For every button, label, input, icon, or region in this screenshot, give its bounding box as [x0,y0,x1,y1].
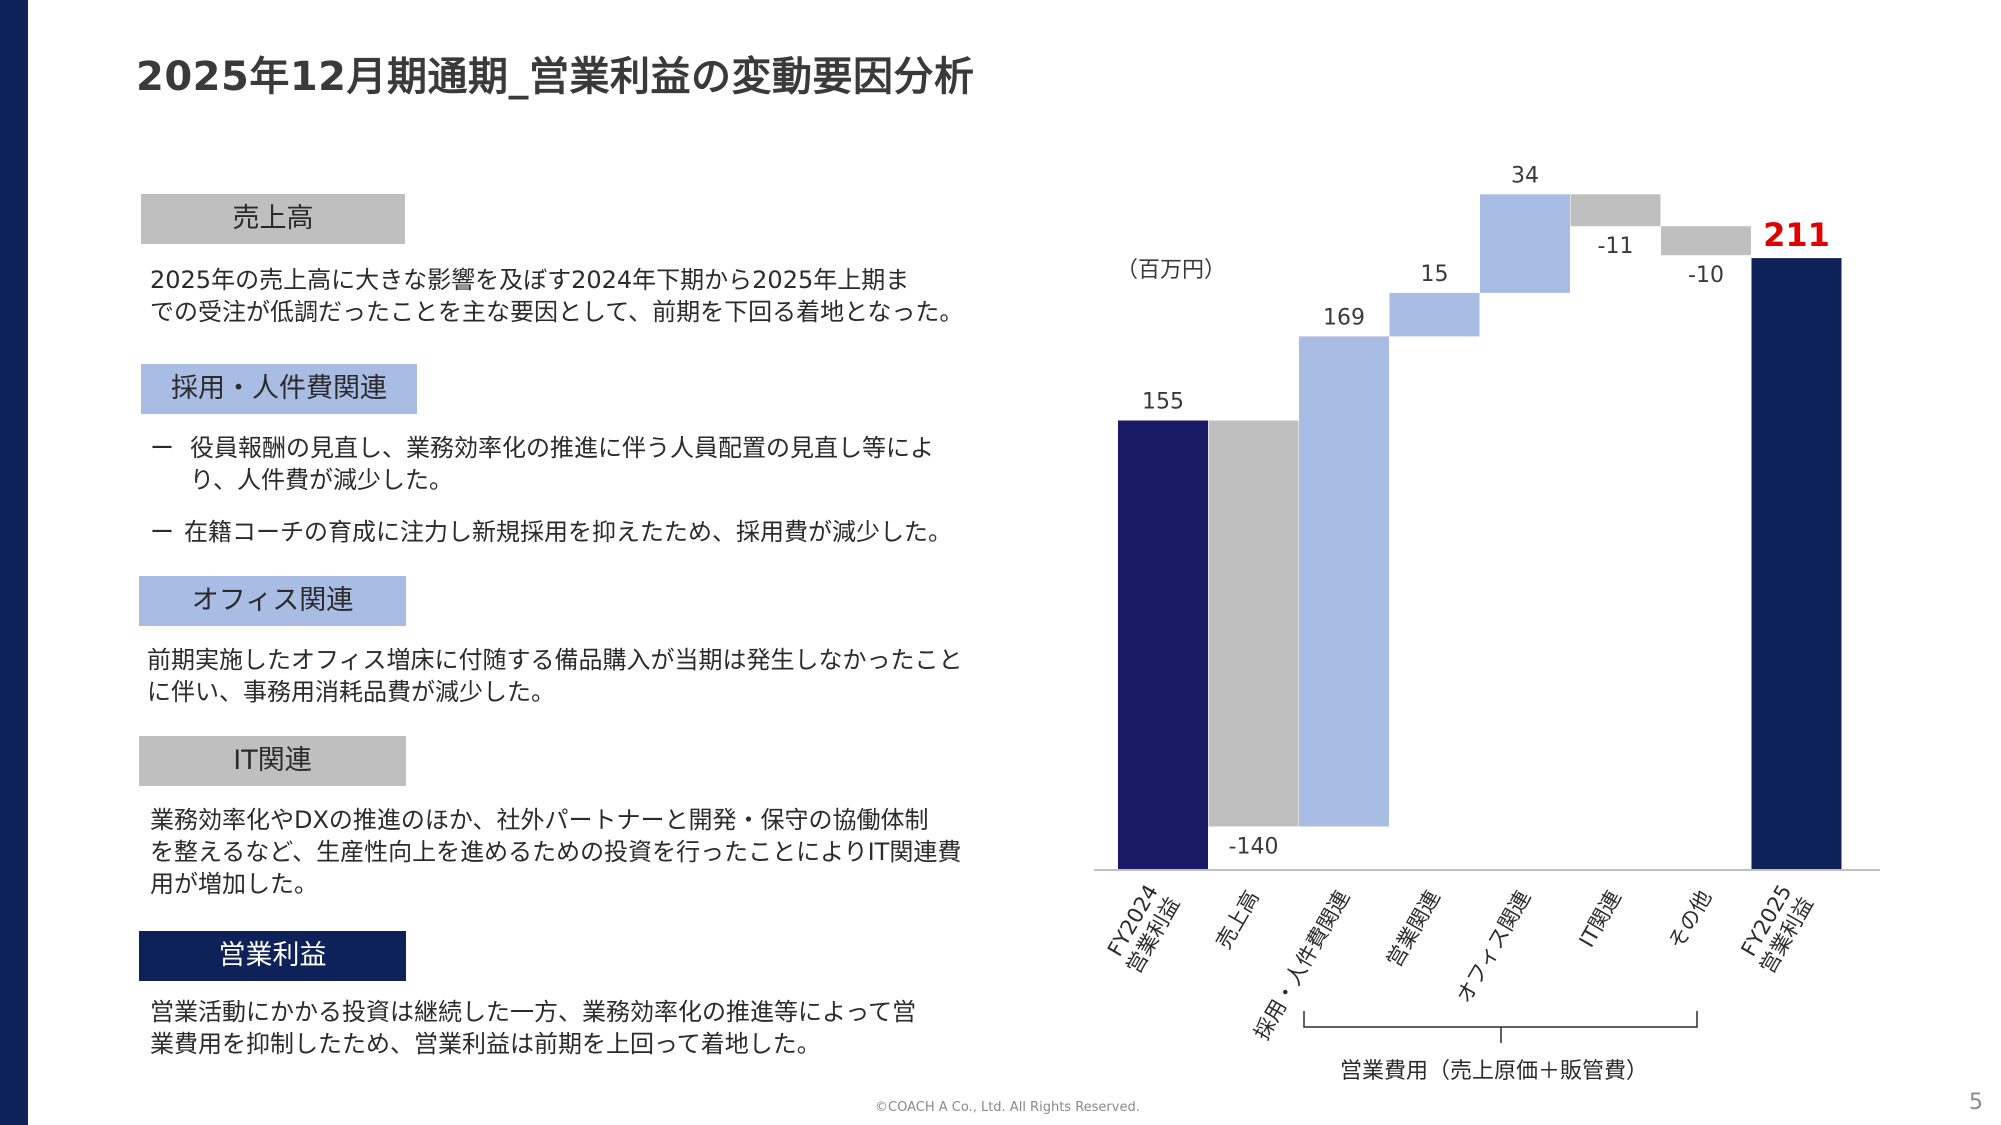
office-line-2: に伴い、事務用消耗品費が減少した。 [147,678,555,706]
chart-bar [1208,420,1299,827]
chart-category-label-line: IT関連 [1575,887,1626,952]
chart-value-label: -140 [1229,835,1279,860]
chart-bar [1299,336,1389,827]
profit-description: 営業活動にかかる投資は継続した一方、業務効率化の推進等によって営 業費用を抑制し… [150,996,970,1060]
page-number: 5 [1969,1090,1983,1115]
left-accent-bar [0,0,28,1125]
expense-bracket-label: 営業費用（売上原価＋販管費） [1340,1059,1648,1084]
chart-bar [1570,194,1661,227]
personnel-bullet-2: ー 在籍コーチの育成に注力し新規採用を抑えたため、採用費が減少した。 [150,516,970,548]
it-line-1: 業務効率化やDXの推進のほか、社外パートナーと開発・保守の協働体制 [150,806,929,834]
personnel-bullet-1-text: 役員報酬の見直し、業務効率化の推進に伴う人員配置の見直し等により、人件費が減少し… [190,434,934,494]
chart-category-label: その他 [1664,887,1716,954]
chart-bar [1480,194,1570,293]
chart-category-label: 売上高 [1212,887,1264,954]
chart-category-label: オフィス関連 [1452,887,1536,1008]
copyright-footer: ©COACH A Co., Ltd. All Rights Reserved. [875,1100,1140,1115]
chart-bar [1389,292,1480,337]
office-line-1: 前期実施したオフィス増床に付随する備品購入が当期は発生しなかったこと [147,646,963,674]
chart-category-label: FY2025営業利益 [1734,881,1818,978]
chart-category-label: FY2024営業利益 [1100,881,1184,978]
section-heading-office: オフィス関連 [139,576,406,626]
chart-category-label: 営業関連 [1382,887,1445,972]
personnel-bullet-2-text: 在籍コーチの育成に注力し新規採用を抑えたため、採用費が減少した。 [184,518,952,546]
section-heading-sales: 売上高 [141,194,405,244]
chart-value-label: 155 [1142,390,1184,415]
section-heading-personnel: 採用・人件費関連 [141,364,417,414]
it-description: 業務効率化やDXの推進のほか、社外パートナーと開発・保守の協働体制 を整えるなど… [150,804,970,900]
bullet-dash: ー [150,434,174,462]
section-heading-it: IT関連 [139,736,406,786]
chart-category-label: IT関連 [1575,887,1626,952]
profit-line-1: 営業活動にかかる投資は継続した一方、業務効率化の推進等によって営 [150,998,917,1026]
chart-value-label: 34 [1511,163,1539,188]
sales-line-1: 2025年の売上高に大きな影響を及ぼす2024年下期から2025年上期ま [150,266,910,294]
office-description: 前期実施したオフィス増床に付随する備品購入が当期は発生しなかったこと に伴い、事… [147,644,967,708]
chart-category-label-line: 採用・人件費関連 [1250,887,1355,1044]
chart-category-label-line: 売上高 [1212,887,1264,954]
section-heading-profit: 営業利益 [139,931,406,981]
chart-category-label: 採用・人件費関連 [1250,887,1355,1044]
profit-line-2: 業費用を抑制したため、営業利益は前期を上回って着地した。 [150,1030,821,1058]
sales-line-2: での受注が低調だったことを主な要因として、前期を下回る着地となった。 [150,298,964,326]
it-line-3: 用が増加した。 [150,870,318,898]
chart-category-label-line: 営業関連 [1382,887,1445,972]
expense-bracket [1303,1011,1698,1043]
chart-value-label: 169 [1323,305,1365,330]
chart-value-label: 15 [1421,262,1449,287]
chart-bar [1118,420,1208,870]
chart-bar [1751,258,1842,871]
chart-category-label-line: その他 [1664,887,1716,954]
chart-value-label: -11 [1598,234,1634,259]
page-title: 2025年12月期通期_営業利益の変動要因分析 [136,54,975,100]
chart-category-label-line: オフィス関連 [1452,887,1536,1008]
chart-value-label: -10 [1688,263,1724,288]
chart-bar [1661,226,1751,256]
personnel-bullet-1: ー 役員報酬の見直し、業務効率化の推進に伴う人員配置の見直し等により、人件費が減… [150,432,960,496]
it-line-2: を整えるなど、生産性向上を進めるための投資を行ったことによりIT関連費 [150,838,962,866]
chart-unit-label: （百万円） [1116,258,1227,283]
chart-value-label: 211 [1763,216,1830,254]
sales-description: 2025年の売上高に大きな影響を及ぼす2024年下期から2025年上期ま での受… [150,264,970,328]
bullet-dash: ー [150,518,174,546]
